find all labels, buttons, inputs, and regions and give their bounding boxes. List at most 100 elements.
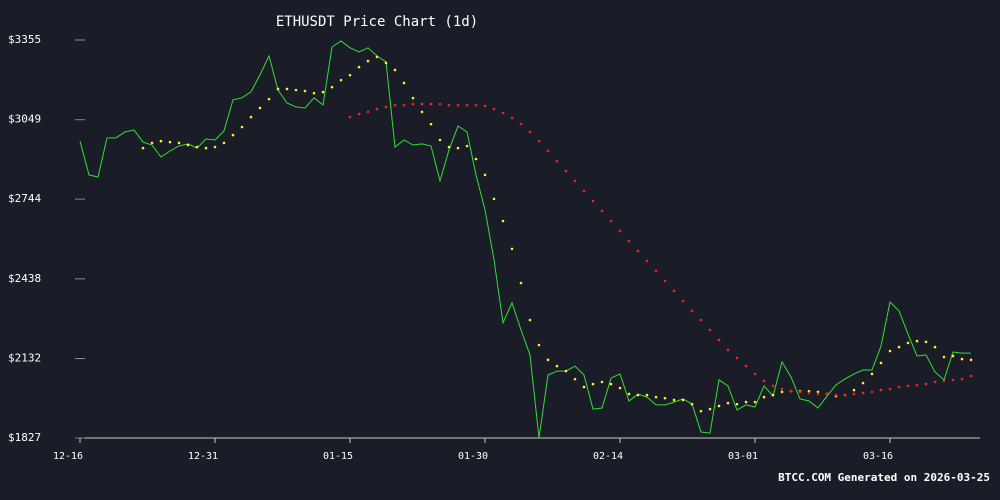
average-point (483, 104, 487, 108)
average-point (951, 378, 955, 382)
average-point (267, 97, 271, 101)
average-point (249, 115, 253, 119)
average-point (312, 91, 316, 95)
average-point (582, 189, 586, 193)
average-point (591, 382, 595, 386)
x-tick-label: 12-16 (53, 451, 83, 462)
x-tick-label: 01-30 (458, 451, 488, 462)
average-point (636, 249, 640, 253)
y-tick-label: $2744 (8, 192, 41, 205)
average-point (816, 392, 820, 396)
average-point (357, 112, 361, 116)
average-point (645, 393, 649, 397)
average-point (753, 372, 757, 376)
average-point (798, 390, 802, 394)
average-point (447, 145, 451, 149)
average-point (699, 318, 703, 322)
average-point (537, 343, 541, 347)
average-point (960, 377, 964, 381)
average-point (906, 384, 910, 388)
average-point (420, 110, 424, 114)
average-point (447, 103, 451, 107)
average-point (384, 105, 388, 109)
average-point (429, 122, 433, 126)
average-point (708, 328, 712, 332)
average-point (555, 159, 559, 163)
average-point (357, 65, 361, 69)
average-point (348, 73, 352, 77)
average-point (195, 145, 199, 149)
average-point (573, 377, 577, 381)
average-point (222, 141, 226, 145)
average-point (546, 149, 550, 153)
y-tick-label: $1827 (8, 431, 41, 444)
average-point (780, 390, 784, 394)
average-point (699, 409, 703, 413)
average-point (672, 289, 676, 293)
average-point (600, 380, 604, 384)
average-point (204, 146, 208, 150)
average-point (474, 157, 478, 161)
average-point (285, 87, 289, 91)
average-point (456, 103, 460, 107)
average-point (474, 103, 478, 107)
average-point (366, 59, 370, 63)
x-tick-label: 02-14 (593, 451, 623, 462)
average-point (951, 354, 955, 358)
average-point (501, 219, 505, 223)
average-point (681, 299, 685, 303)
average-point (915, 339, 919, 343)
average-point (231, 133, 235, 137)
average-point (618, 386, 622, 390)
average-point (627, 239, 631, 243)
average-point (726, 401, 730, 405)
average-point (942, 379, 946, 383)
average-point (888, 387, 892, 391)
average-point (240, 125, 244, 129)
average-point (690, 402, 694, 406)
average-point (141, 146, 145, 150)
average-point (519, 122, 523, 126)
y-tick-label: $2438 (8, 272, 41, 285)
average-point (924, 340, 928, 344)
average-point (564, 369, 568, 373)
average-point (843, 393, 847, 397)
average-point (969, 374, 973, 378)
average-point (627, 392, 631, 396)
average-point (717, 338, 721, 342)
average-point (825, 392, 829, 396)
average-point (339, 78, 343, 82)
average-point (348, 115, 352, 119)
average-point (276, 87, 280, 91)
footer-note: BTCC.COM Generated on 2026-03-25 (778, 471, 990, 484)
average-point (375, 107, 379, 111)
average-point (780, 387, 784, 391)
y-tick-label: $3049 (8, 113, 41, 126)
average-point (402, 103, 406, 107)
x-tick-label: 03-16 (863, 451, 893, 462)
average-point (186, 143, 190, 147)
average-point (807, 391, 811, 395)
average-point (645, 259, 649, 263)
average-point (960, 357, 964, 361)
average-point (681, 398, 685, 402)
average-point (654, 395, 658, 399)
average-point (708, 407, 712, 411)
average-point (330, 85, 334, 89)
average-point (258, 106, 262, 110)
average-point (762, 379, 766, 383)
average-point (789, 389, 793, 393)
average-point (879, 388, 883, 392)
average-point (870, 390, 874, 394)
average-point (672, 398, 676, 402)
average-point (897, 385, 901, 389)
average-point (438, 102, 442, 106)
average-point (321, 90, 325, 94)
average-point (564, 169, 568, 173)
average-point (870, 372, 874, 376)
average-point (528, 130, 532, 134)
average-point (456, 146, 460, 150)
average-point (510, 247, 514, 251)
average-point (411, 96, 415, 100)
